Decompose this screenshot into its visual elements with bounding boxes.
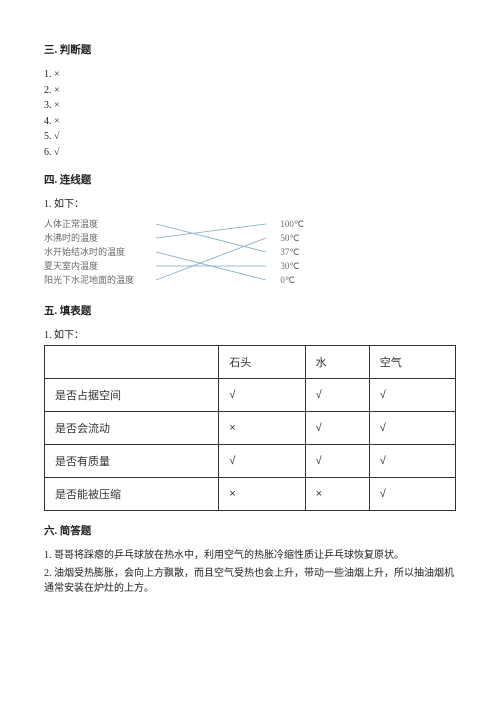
match-right-col: 100℃ 50℃ 37℃ 30℃ 0℃ bbox=[280, 217, 304, 287]
table-cell: √ bbox=[305, 379, 369, 412]
table-cell: √ bbox=[369, 445, 455, 478]
short-answer-para: 1. 哥哥将踩瘪的乒乓球放在热水中，利用空气的热胀冷缩性质让乒乓球恢复原状。 bbox=[44, 548, 456, 564]
table-cell: √ bbox=[369, 478, 455, 511]
judgement-item: 6. √ bbox=[44, 145, 456, 161]
item-no: 4. bbox=[44, 116, 52, 127]
item-no: 5. bbox=[44, 131, 52, 142]
table-row: 是否能被压缩 × × √ bbox=[45, 478, 456, 511]
table-cell: √ bbox=[219, 445, 305, 478]
section3-list: 1. × 2. × 3. × 4. × 5. √ 6. √ bbox=[44, 67, 456, 160]
item-mark: × bbox=[54, 85, 60, 96]
table-header-row: 石头 水 空气 bbox=[45, 346, 456, 379]
item-no: 3. bbox=[44, 100, 52, 111]
match-line bbox=[156, 238, 266, 280]
table-row: 是否会流动 × √ √ bbox=[45, 412, 456, 445]
row-label: 是否占据空间 bbox=[45, 379, 219, 412]
match-right-item: 37℃ bbox=[280, 245, 304, 259]
table-cell: √ bbox=[305, 445, 369, 478]
page: 三. 判断题 1. × 2. × 3. × 4. × 5. √ 6. √ 四. … bbox=[0, 0, 500, 597]
judgement-item: 3. × bbox=[44, 98, 456, 114]
match-right-item: 0℃ bbox=[280, 273, 304, 287]
section3-title: 三. 判断题 bbox=[44, 42, 456, 57]
match-left-col: 人体正常温度 水沸时的温度 水开始结冰时的温度 夏天室内温度 阳光下水泥地面的温… bbox=[44, 217, 134, 287]
judgement-item: 1. × bbox=[44, 67, 456, 83]
section5-title: 五. 填表题 bbox=[44, 303, 456, 318]
section5-lead: 1. 如下： bbox=[44, 328, 456, 344]
row-label: 是否能被压缩 bbox=[45, 478, 219, 511]
short-answer-para: 2. 油烟受热膨胀，会向上方飘散，而且空气受热也会上升，带动一些油烟上升，所以抽… bbox=[44, 566, 456, 597]
section4-lead: 1. 如下： bbox=[44, 197, 456, 213]
item-no: 6. bbox=[44, 147, 52, 158]
table-cell: √ bbox=[369, 412, 455, 445]
match-left-item: 夏天室内温度 bbox=[44, 259, 134, 273]
fill-table: 石头 水 空气 是否占据空间 √ √ √ 是否会流动 × √ √ 是否有质量 √… bbox=[44, 345, 456, 511]
judgement-item: 5. √ bbox=[44, 129, 456, 145]
lead-text: 1. 如下： bbox=[44, 328, 456, 344]
table-cell: × bbox=[219, 412, 305, 445]
match-left-item: 人体正常温度 bbox=[44, 217, 134, 231]
table-col-header: 空气 bbox=[369, 346, 455, 379]
row-label: 是否会流动 bbox=[45, 412, 219, 445]
table-col-header: 水 bbox=[305, 346, 369, 379]
short-answer-block: 1. 哥哥将踩瘪的乒乓球放在热水中，利用空气的热胀冷缩性质让乒乓球恢复原状。 2… bbox=[44, 548, 456, 597]
table-cell: × bbox=[219, 478, 305, 511]
table-corner-blank bbox=[45, 346, 219, 379]
section6-title: 六. 简答题 bbox=[44, 523, 456, 538]
section4-title: 四. 连线题 bbox=[44, 172, 456, 187]
table-cell: × bbox=[305, 478, 369, 511]
table-cell: √ bbox=[219, 379, 305, 412]
match-line bbox=[156, 224, 266, 252]
match-lines-svg bbox=[156, 217, 266, 289]
item-mark: × bbox=[54, 69, 60, 80]
judgement-item: 2. × bbox=[44, 83, 456, 99]
match-right-item: 50℃ bbox=[280, 231, 304, 245]
match-right-item: 30℃ bbox=[280, 259, 304, 273]
matching-chart: 人体正常温度 水沸时的温度 水开始结冰时的温度 夏天室内温度 阳光下水泥地面的温… bbox=[44, 217, 304, 289]
lead-text: 1. 如下： bbox=[44, 197, 456, 213]
table-col-header: 石头 bbox=[219, 346, 305, 379]
judgement-item: 4. × bbox=[44, 114, 456, 130]
item-no: 1. bbox=[44, 69, 52, 80]
item-no: 2. bbox=[44, 85, 52, 96]
row-label: 是否有质量 bbox=[45, 445, 219, 478]
table-cell: √ bbox=[305, 412, 369, 445]
item-mark: × bbox=[54, 116, 60, 127]
item-mark: × bbox=[54, 100, 60, 111]
table-cell: √ bbox=[369, 379, 455, 412]
match-right-item: 100℃ bbox=[280, 217, 304, 231]
table-row: 是否占据空间 √ √ √ bbox=[45, 379, 456, 412]
table-row: 是否有质量 √ √ √ bbox=[45, 445, 456, 478]
item-mark: √ bbox=[54, 131, 60, 142]
match-line bbox=[156, 224, 266, 238]
match-left-item: 水沸时的温度 bbox=[44, 231, 134, 245]
match-left-item: 阳光下水泥地面的温度 bbox=[44, 273, 134, 287]
match-left-item: 水开始结冰时的温度 bbox=[44, 245, 134, 259]
item-mark: √ bbox=[54, 147, 60, 158]
